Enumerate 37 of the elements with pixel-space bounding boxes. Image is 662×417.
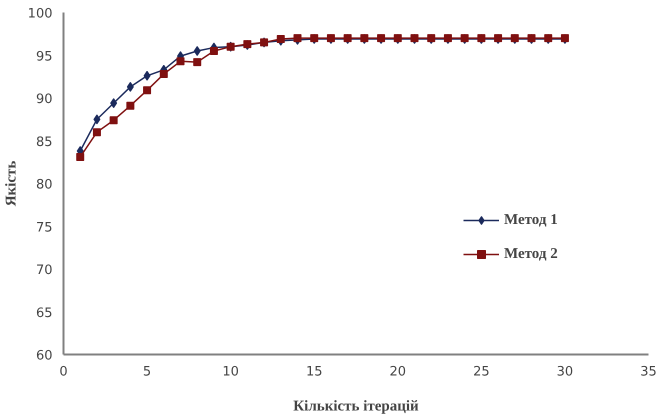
y-tick-label: 75	[36, 220, 53, 236]
y-tick-label: 70	[36, 263, 53, 278]
x-axis-title: Кількість ітерацій	[293, 398, 420, 414]
x-tick-label: 25	[473, 364, 490, 380]
y-tick-label: 90	[36, 92, 53, 107]
point	[92, 128, 101, 136]
x-tick-label: 10	[222, 364, 239, 380]
y-tick-label: 85	[36, 134, 53, 150]
x-tick-label: 0	[59, 364, 68, 380]
y-tick-label: 100	[28, 6, 53, 22]
point	[76, 152, 84, 161]
point	[126, 102, 134, 110]
point	[143, 86, 152, 94]
point	[294, 34, 302, 42]
point	[194, 46, 201, 56]
point	[160, 70, 168, 78]
point	[276, 35, 285, 44]
legend-label: Метод 2	[504, 246, 558, 262]
point	[193, 58, 202, 66]
point	[144, 70, 151, 81]
x-tick-label: 35	[640, 364, 657, 380]
y-tick-label: 65	[36, 306, 53, 321]
point	[126, 82, 134, 92]
y-tick-label: 95	[36, 49, 53, 64]
y-axis-title: Якість	[4, 160, 20, 206]
x-tick-label: 15	[306, 364, 322, 380]
x-tick-label: 5	[142, 364, 152, 380]
point	[93, 114, 100, 124]
y-tick-label: 80	[36, 178, 53, 192]
point	[110, 116, 118, 124]
x-tick-label: 20	[390, 364, 406, 380]
point	[210, 46, 218, 55]
legend-label: Метод 1	[504, 212, 558, 228]
point	[110, 98, 118, 108]
y-tick-label: 60	[36, 348, 53, 364]
point	[176, 57, 184, 66]
x-tick-label: 30	[556, 364, 574, 380]
